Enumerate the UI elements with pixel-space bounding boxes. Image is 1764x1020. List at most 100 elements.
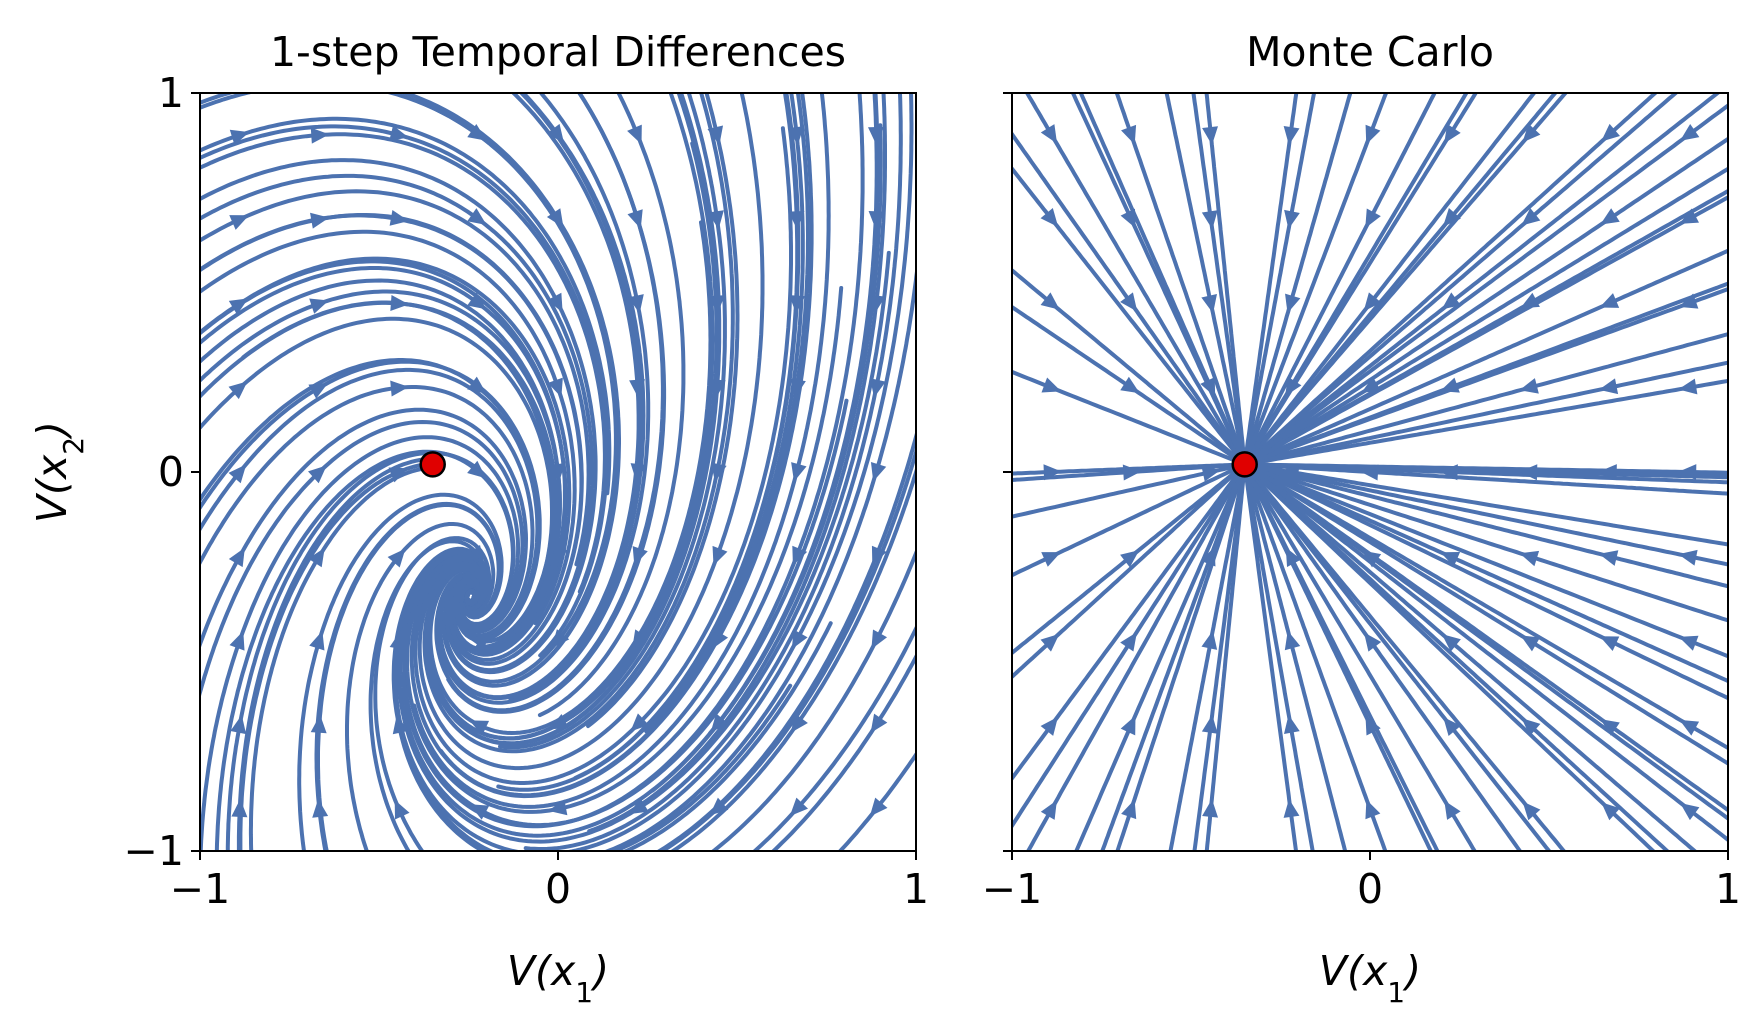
- stream-arrow: [870, 713, 888, 733]
- stream-arrow: [870, 461, 887, 482]
- fixed-point-marker: [1231, 451, 1258, 478]
- stream-arrow: [1679, 208, 1699, 224]
- stream-arrow: [712, 545, 728, 566]
- streamline: [1012, 464, 1239, 519]
- stream-arrow: [1361, 550, 1382, 568]
- stream-arrow: [632, 629, 649, 649]
- stream-arrow: [1678, 549, 1698, 566]
- y-tick-label: 0: [158, 448, 184, 496]
- stream-arrow: [1601, 123, 1620, 142]
- stream-arrow: [309, 298, 329, 314]
- stream-arrow: [1040, 124, 1058, 144]
- panel-mc: Monte Carlo −1 0 1 V(x1): [982, 28, 1741, 1009]
- stream-arrow: [1283, 126, 1300, 145]
- y-axis-label: V(x2): [28, 421, 90, 523]
- streamline: [1012, 468, 1240, 656]
- stream-arrow: [1678, 635, 1699, 651]
- streamline: [587, 93, 887, 834]
- stream-arrow: [627, 209, 643, 229]
- stream-arrow: [1601, 802, 1620, 821]
- streamline: [1192, 470, 1246, 851]
- stream-arrow: [389, 125, 409, 141]
- streamline: [200, 407, 529, 651]
- x-tick-label: 0: [545, 865, 571, 913]
- stream-arrow: [792, 545, 808, 566]
- stream-arrow: [308, 547, 325, 568]
- streamline: [200, 173, 595, 673]
- stream-arrow: [1678, 293, 1699, 309]
- stream-arrow: [1365, 208, 1381, 229]
- streamline: [1252, 463, 1728, 496]
- stream-arrow: [467, 292, 487, 310]
- stream-arrow: [1678, 378, 1698, 395]
- streamline: [1245, 93, 1353, 458]
- stream-arrow: [1521, 718, 1541, 736]
- streamline: [498, 93, 727, 750]
- streamline: [1012, 463, 1237, 482]
- streamline: [1246, 468, 1477, 851]
- streamline: [1250, 468, 1728, 813]
- stream-arrow: [1283, 714, 1300, 735]
- streamline: [1249, 466, 1728, 766]
- stream-arrow: [1680, 123, 1700, 141]
- streamline: [1247, 93, 1537, 460]
- stream-arrow: [1284, 630, 1301, 651]
- stream-arrow: [1598, 550, 1619, 566]
- stream-arrow: [547, 377, 563, 398]
- streamline: [248, 466, 427, 851]
- stream-arrow: [1444, 800, 1461, 820]
- streamline: [708, 93, 879, 736]
- stream-arrow: [1519, 550, 1540, 567]
- streamline: [200, 158, 598, 675]
- stream-arrow: [708, 210, 724, 230]
- stream-arrow: [1120, 292, 1138, 312]
- streamline: [1250, 93, 1721, 460]
- stream-arrow: [1122, 464, 1142, 481]
- streamline: [655, 429, 916, 851]
- streamline: [1249, 471, 1523, 851]
- streamline: [1249, 378, 1728, 466]
- stream-arrow: [1363, 632, 1382, 652]
- streamline: [1074, 470, 1244, 851]
- streamline: [1164, 93, 1245, 457]
- stream-arrow: [469, 720, 490, 736]
- stream-arrow: [1679, 719, 1700, 736]
- x-tick-label: 0: [1357, 865, 1383, 913]
- streamline: [200, 116, 612, 496]
- stream-arrow: [1285, 293, 1301, 314]
- stream-arrow: [870, 378, 886, 398]
- stream-arrow: [308, 465, 327, 484]
- streamline: [537, 93, 686, 718]
- streamline: [1012, 468, 1243, 782]
- streamline: [1250, 469, 1698, 851]
- stream-arrow: [1680, 802, 1700, 821]
- streamline: [837, 751, 916, 851]
- streamline: [1250, 463, 1728, 547]
- streamline: [1012, 304, 1239, 461]
- stream-arrow: [1599, 636, 1620, 652]
- stream-arrow: [789, 797, 809, 817]
- stream-arrow: [1120, 715, 1136, 736]
- streamline: [586, 93, 740, 729]
- streamline: [1249, 248, 1728, 464]
- streamline: [1012, 469, 1243, 830]
- streamline: [417, 93, 765, 771]
- streamline: [1252, 462, 1728, 475]
- x-tick-label: −1: [170, 865, 230, 913]
- stream-arrow: [309, 630, 325, 651]
- x-ticks: −1 0 1: [170, 851, 929, 913]
- stream-arrow: [1284, 209, 1300, 230]
- stream-arrow: [387, 548, 406, 568]
- fixed-point-marker: [419, 451, 446, 478]
- stream-arrow: [1120, 550, 1140, 568]
- fixed-point: [1231, 451, 1258, 478]
- stream-arrow: [1521, 208, 1541, 226]
- stream-arrow: [1041, 377, 1062, 393]
- stream-arrow: [1040, 292, 1060, 310]
- streamline: [200, 213, 584, 666]
- streamline: [436, 93, 651, 705]
- stream-arrow: [388, 467, 409, 483]
- stream-arrow: [1121, 124, 1137, 145]
- x-tick-label: 1: [1715, 865, 1741, 913]
